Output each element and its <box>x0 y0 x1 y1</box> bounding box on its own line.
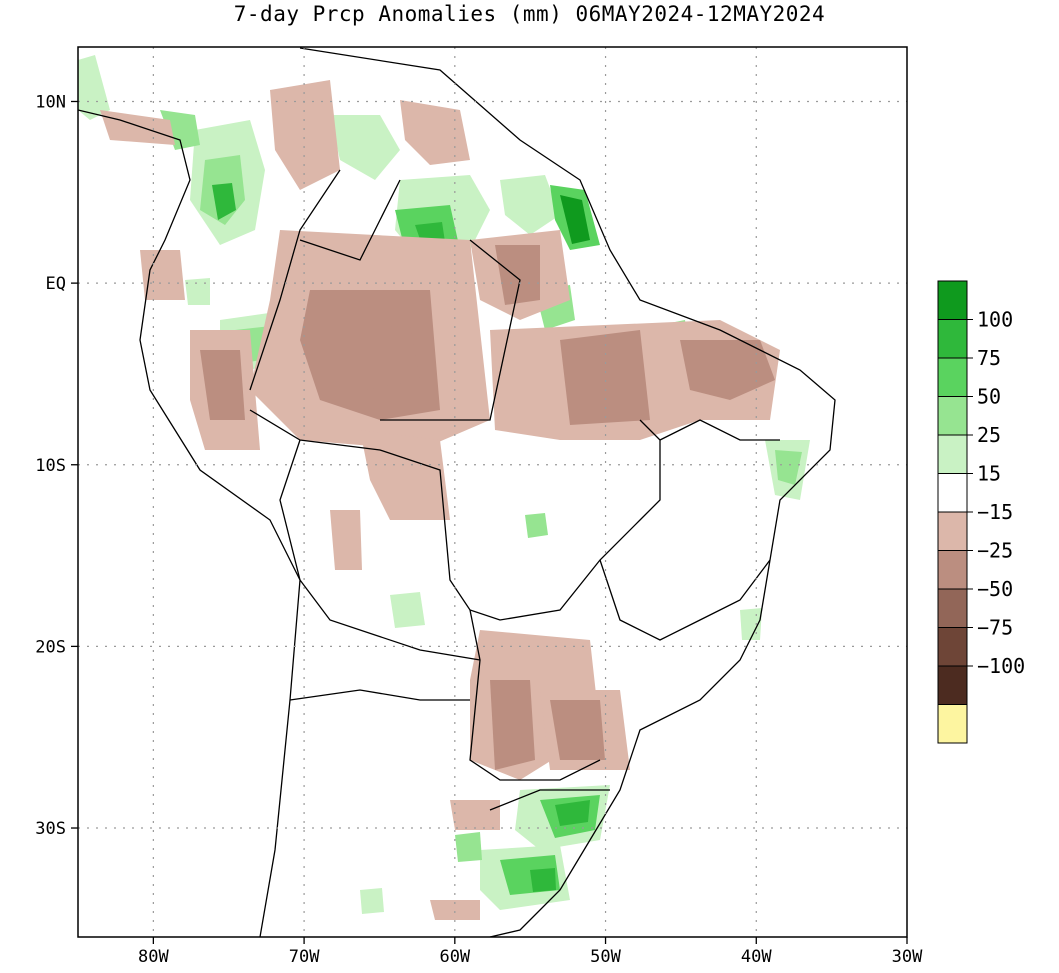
south-america-land <box>78 48 835 937</box>
y-tick-label: 30S <box>35 819 66 839</box>
map-plot-area <box>78 47 836 937</box>
y-tick-label: 10S <box>35 456 66 476</box>
map-title: 7-day Prcp Anomalies (mm) 06MAY2024-12MA… <box>233 2 826 26</box>
y-tick-label: 10N <box>35 92 66 112</box>
legend-label: 15 <box>977 462 1001 486</box>
legend-swatch <box>937 396 968 436</box>
legend-label: −100 <box>977 654 1025 678</box>
legend-swatch <box>937 280 968 320</box>
plot-frame <box>77 46 908 938</box>
y-axis: 10N EQ 10S 20S 30S <box>35 92 78 839</box>
x-tick-label: 40W <box>741 947 772 967</box>
legend-swatch <box>937 550 968 590</box>
legend-swatch <box>937 357 968 397</box>
x-tick-label: 30W <box>892 947 923 967</box>
legend-swatch <box>937 319 968 359</box>
legend-label: −25 <box>977 539 1013 563</box>
legend-label: 25 <box>977 423 1001 447</box>
coastlines-and-borders <box>78 47 836 937</box>
legend-swatch <box>937 627 968 667</box>
legend-swatch <box>937 434 968 474</box>
legend-swatch <box>937 588 968 628</box>
legend-swatch <box>937 473 968 513</box>
legend-swatch <box>937 511 968 551</box>
y-tick-label: 20S <box>35 637 66 657</box>
legend-swatch <box>937 704 968 744</box>
legend-label: −50 <box>977 577 1013 601</box>
legend-label: −75 <box>977 616 1013 640</box>
x-tick-label: 50W <box>590 947 621 967</box>
dry-anomaly-patches <box>100 80 780 920</box>
legend-label: 75 <box>977 346 1001 370</box>
x-axis: 80W 70W 60W 50W 40W 30W <box>138 937 923 967</box>
gridlines <box>78 47 907 937</box>
legend-label: 50 <box>977 385 1001 409</box>
legend-label: 100 <box>977 308 1013 332</box>
y-tick-label: EQ <box>46 274 66 294</box>
x-tick-label: 60W <box>439 947 470 967</box>
wet-anomaly-patches <box>78 55 810 914</box>
legend-label: −15 <box>977 500 1013 524</box>
x-tick-label: 80W <box>138 947 169 967</box>
color-legend: 100 75 50 25 15 −15 −25 −50 −75 −100 <box>937 280 1025 744</box>
x-tick-label: 70W <box>289 947 320 967</box>
legend-swatch <box>937 665 968 705</box>
